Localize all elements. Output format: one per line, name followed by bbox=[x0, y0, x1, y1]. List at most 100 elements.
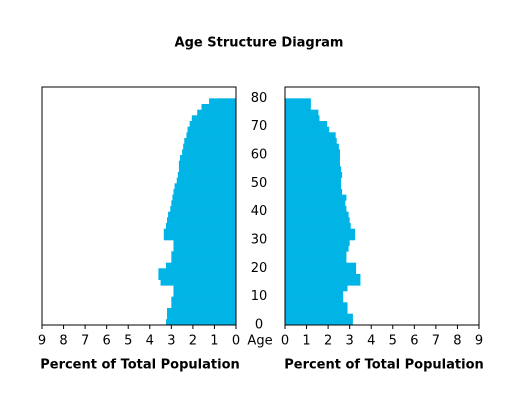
x-tick-label: 2 bbox=[324, 334, 332, 349]
bar bbox=[285, 319, 353, 326]
bar bbox=[285, 291, 344, 297]
bar bbox=[167, 308, 236, 314]
bar bbox=[285, 251, 347, 258]
x-tick-label: 9 bbox=[38, 334, 46, 349]
bar bbox=[285, 115, 320, 122]
bar bbox=[183, 143, 236, 150]
bar bbox=[178, 160, 236, 167]
bar bbox=[285, 200, 346, 207]
x-tick-label: 5 bbox=[124, 334, 132, 349]
bar bbox=[177, 172, 236, 178]
bar bbox=[285, 240, 350, 246]
y-tick-label: 60 bbox=[251, 148, 268, 163]
bar bbox=[285, 223, 351, 229]
y-tick-label: 40 bbox=[251, 204, 268, 219]
bar bbox=[172, 194, 236, 201]
bar bbox=[171, 302, 236, 309]
bar bbox=[285, 143, 339, 150]
bar bbox=[168, 211, 236, 218]
bar bbox=[173, 240, 236, 246]
bar bbox=[285, 160, 340, 167]
bar bbox=[163, 228, 236, 235]
x-tick-label: 1 bbox=[302, 334, 310, 349]
bar bbox=[285, 189, 343, 195]
bar bbox=[285, 245, 349, 252]
bar bbox=[158, 274, 236, 280]
bar bbox=[285, 296, 344, 303]
bar bbox=[285, 302, 348, 309]
bar bbox=[285, 98, 311, 105]
x-axis-label: Percent of Total Population bbox=[40, 358, 240, 373]
bar bbox=[285, 177, 342, 184]
bar bbox=[165, 223, 236, 229]
bar bbox=[285, 155, 340, 161]
bar bbox=[160, 279, 236, 286]
plot-frame bbox=[284, 86, 480, 326]
bar bbox=[285, 132, 336, 139]
bar bbox=[285, 211, 349, 218]
bar bbox=[285, 257, 347, 263]
bar bbox=[170, 206, 236, 212]
bar bbox=[285, 126, 330, 133]
y-tick-label: 70 bbox=[251, 119, 268, 134]
x-tick-label: 1 bbox=[210, 334, 218, 349]
bar bbox=[171, 200, 236, 207]
bar bbox=[191, 115, 236, 122]
bar bbox=[176, 177, 236, 184]
bar bbox=[285, 206, 347, 212]
bar bbox=[285, 172, 343, 178]
y-tick-label: 20 bbox=[251, 261, 268, 276]
bar bbox=[285, 138, 337, 144]
bar bbox=[167, 313, 236, 320]
bar bbox=[285, 228, 356, 235]
bar bbox=[179, 155, 236, 161]
x-tick-label: 4 bbox=[146, 334, 154, 349]
bar bbox=[285, 308, 348, 314]
x-tick-label: 0 bbox=[281, 334, 289, 349]
x-tick-label: 0 bbox=[232, 334, 240, 349]
y-tick-label: 10 bbox=[251, 289, 268, 304]
bar bbox=[285, 194, 347, 201]
bar bbox=[285, 262, 357, 269]
bar bbox=[285, 313, 353, 320]
x-tick-label: 5 bbox=[389, 334, 397, 349]
bar bbox=[285, 274, 361, 280]
bar bbox=[171, 257, 236, 263]
bar bbox=[285, 166, 342, 173]
bar bbox=[165, 262, 236, 269]
bar bbox=[285, 109, 319, 116]
x-tick-label: 3 bbox=[167, 334, 175, 349]
bar bbox=[285, 104, 311, 110]
bar bbox=[163, 234, 236, 241]
bar bbox=[285, 149, 340, 156]
bar bbox=[165, 319, 236, 326]
bar bbox=[184, 138, 236, 144]
bar bbox=[285, 234, 356, 241]
bar bbox=[171, 251, 236, 258]
bar bbox=[189, 121, 236, 127]
x-tick-label: 9 bbox=[475, 334, 483, 349]
bar bbox=[173, 245, 236, 252]
bar bbox=[285, 279, 361, 286]
y-axis-label: Age bbox=[247, 334, 272, 349]
plot-frame bbox=[41, 86, 237, 326]
bar bbox=[171, 296, 236, 303]
bar bbox=[174, 183, 236, 190]
bar bbox=[285, 183, 342, 190]
bar bbox=[285, 268, 357, 275]
x-tick-label: 6 bbox=[410, 334, 418, 349]
bar bbox=[187, 126, 236, 133]
x-tick-label: 2 bbox=[189, 334, 197, 349]
y-tick-label: 80 bbox=[251, 91, 268, 106]
bar bbox=[173, 291, 236, 297]
bar bbox=[178, 166, 236, 173]
y-tick-label: 30 bbox=[251, 233, 268, 248]
x-tick-label: 4 bbox=[367, 334, 375, 349]
bar bbox=[285, 285, 348, 292]
bar bbox=[285, 121, 328, 127]
bar bbox=[173, 285, 236, 292]
x-tick-label: 8 bbox=[453, 334, 461, 349]
x-tick-label: 7 bbox=[432, 334, 440, 349]
